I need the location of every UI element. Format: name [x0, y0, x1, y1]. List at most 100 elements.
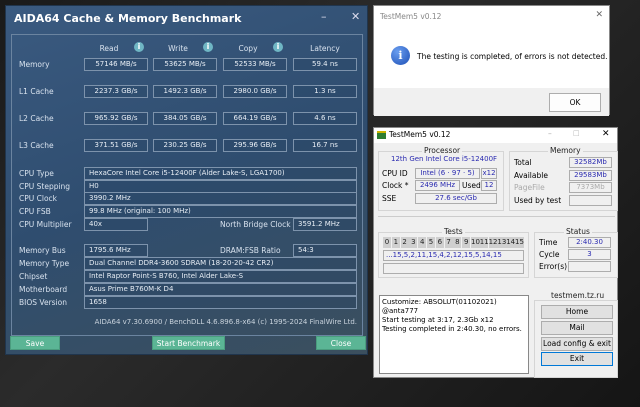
errors-label: Error(s) [539, 262, 568, 271]
usedby-value [569, 194, 612, 206]
column-header: Write [168, 44, 188, 53]
cycle-value: 3 [568, 249, 611, 260]
log-line: Start testing at 3:17, 2.3Gb x12 [382, 316, 494, 324]
result-cell: 2980.0 GB/s [223, 85, 287, 98]
result-cell: 230.25 GB/s [153, 139, 217, 152]
maximize-button[interactable]: ☐ [573, 129, 580, 138]
test-indicator: 7 [444, 237, 453, 248]
used-value: 12 [481, 180, 497, 191]
result-cell: 1.3 ns [293, 85, 357, 98]
test-indicator: 1 [391, 237, 400, 248]
cpu-fsb-label: CPU FSB [19, 207, 51, 216]
minimize-button[interactable]: – [321, 10, 327, 23]
row-label: L1 Cache [19, 87, 54, 96]
load-config-exit-button[interactable]: Load config & exit [541, 337, 613, 351]
window-title: AIDA64 Cache & Memory Benchmark [14, 12, 242, 25]
sse-label: SSE [382, 194, 397, 203]
cpu-mult-label: CPU Multiplier [19, 220, 72, 229]
memory-title: Memory [548, 146, 583, 155]
dram-ratio-label: DRAM:FSB Ratio [220, 246, 281, 255]
close-window-button[interactable]: ✕ [351, 10, 361, 23]
test-indicator: 15 [515, 237, 524, 248]
column-header: Copy [238, 44, 258, 53]
cpu-type-value: HexaCore Intel Core i5-12400F (Alder Lak… [84, 167, 357, 180]
mem-bus-value: 1795.6 MHz [84, 244, 148, 257]
test-indicator: 5 [427, 237, 435, 248]
log-line: Testing completed in 2:40.30, no errors. [382, 325, 522, 333]
chipset-label: Chipset [19, 272, 48, 281]
cpu-stepping-label: CPU Stepping [19, 182, 71, 191]
title-bar [374, 128, 617, 143]
home-button[interactable]: Home [541, 305, 613, 319]
result-cell: 2237.3 GB/s [84, 85, 148, 98]
info-icon[interactable]: i [134, 42, 144, 52]
info-icon: i [391, 46, 410, 65]
cpu-type-label: CPU Type [19, 169, 54, 178]
test-indicator: 4 [418, 237, 427, 248]
app-icon [377, 131, 386, 139]
completion-dialog: TestMem5 v0.12 ✕ i The testing is comple… [373, 5, 610, 116]
close-button[interactable]: Close [316, 336, 366, 350]
result-cell: 16.7 ns [293, 139, 357, 152]
mail-button[interactable]: Mail [541, 321, 613, 335]
result-cell: 664.19 GB/s [223, 112, 287, 125]
aida64-window: AIDA64 Cache & Memory Benchmark – ✕ AIDA… [5, 5, 368, 355]
sse-value: 27.6 sec/Gb [415, 193, 497, 204]
row-label: Memory [19, 60, 50, 69]
info-icon[interactable]: i [203, 42, 213, 52]
status-title: Status [564, 227, 592, 236]
cpu-clock-label: CPU Clock [19, 194, 58, 203]
cpu-clock-value: 3990.2 MHz [84, 192, 357, 205]
result-cell: 4.6 ns [293, 112, 357, 125]
result-cell: 371.51 GB/s [84, 139, 148, 152]
time-label: Time [539, 238, 558, 247]
threads-value: x12 [481, 168, 497, 179]
row-label: L3 Cache [19, 141, 54, 150]
start-benchmark-button[interactable]: Start Benchmark [152, 336, 225, 350]
clock-label: Clock * [382, 181, 409, 190]
site-title: testmem.tz.ru [549, 291, 607, 300]
test-indicator: 11 [479, 237, 489, 248]
used-label: Used [462, 181, 481, 190]
log-line: Customize: ABSOLUT(01102021) @anta777 [382, 298, 497, 315]
site-group [534, 300, 618, 378]
test-indicator: 14 [506, 237, 516, 248]
mem-type-value: Dual Channel DDR4-3600 SDRAM (18-20-20-4… [84, 257, 357, 270]
bios-label: BIOS Version [19, 298, 67, 307]
result-cell: 384.05 GB/s [153, 112, 217, 125]
mobo-value: Asus Prime B760M-K D4 [84, 283, 357, 296]
errors-value [568, 261, 611, 272]
window-title: TestMem5 v0.12 [389, 130, 451, 139]
log-box[interactable]: Customize: ABSOLUT(01102021) @anta777 St… [379, 295, 529, 374]
dialog-close-button[interactable]: ✕ [595, 10, 603, 20]
test-indicator: 13 [497, 237, 507, 248]
row-label: L2 Cache [19, 114, 54, 123]
ok-button[interactable]: OK [549, 93, 601, 112]
test-sequence: ...15,5,2,11,15,4,2,12,15,5,14,15 [383, 250, 524, 261]
separator [378, 216, 615, 217]
column-header: Read [99, 44, 119, 53]
test-indicator: 9 [462, 237, 471, 248]
dram-ratio-value: 54:3 [293, 244, 357, 257]
result-cell: 59.4 ns [293, 58, 357, 71]
mobo-label: Motherboard [19, 285, 68, 294]
result-cell: 53625 MB/s [153, 58, 217, 71]
result-cell: 295.96 GB/s [223, 139, 287, 152]
cpu-name: 12th Gen Intel Core i5-12400F [391, 155, 498, 163]
total-value: 32582Mb [569, 157, 612, 168]
cpuid-value: Intel (6 · 97 · 5) [415, 168, 480, 179]
info-icon[interactable]: i [273, 42, 283, 52]
avail-value: 29583Mb [569, 169, 612, 181]
cpu-mult-value: 40x [84, 218, 148, 231]
close-button[interactable]: ✕ [602, 129, 610, 139]
save-button[interactable]: Save [10, 336, 60, 350]
dialog-title: TestMem5 v0.12 [380, 12, 442, 21]
mem-bus-label: Memory Bus [19, 246, 66, 255]
exit-button[interactable]: Exit [541, 352, 613, 366]
benchmark-panel [11, 34, 363, 336]
mem-type-label: Memory Type [19, 259, 70, 268]
avail-label: Available [514, 170, 548, 180]
test-indicator: 12 [488, 237, 498, 248]
minimize-button[interactable]: – [548, 129, 552, 138]
time-value: 2:40.30 [568, 237, 611, 248]
